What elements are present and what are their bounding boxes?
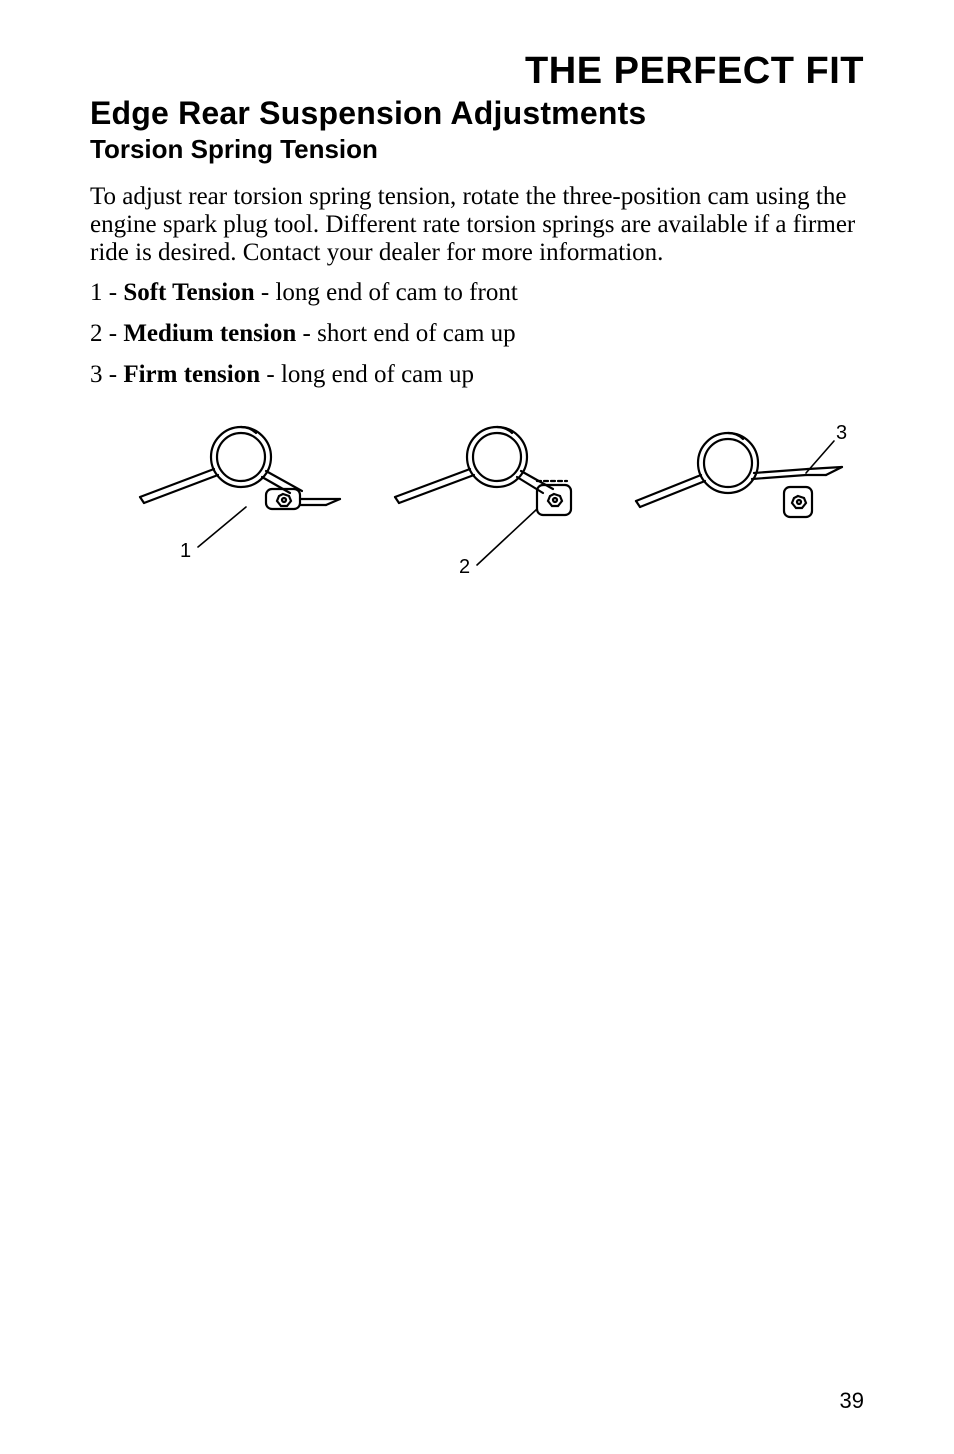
item-label: Medium tension	[123, 320, 296, 347]
figure-label-3: 3	[836, 422, 847, 444]
page-number: 39	[840, 1388, 864, 1414]
item-number: 2	[90, 320, 103, 347]
section-title: Edge Rear Suspension Adjustments	[90, 95, 864, 132]
item-number: 1	[90, 279, 103, 306]
item-desc: long end of cam up	[281, 361, 474, 388]
figure-label-2: 2	[459, 556, 470, 577]
tension-item-1: 1 - Soft Tension - long end of cam to fr…	[90, 279, 864, 308]
figure-medium-tension: 2	[377, 417, 607, 577]
figure-firm-tension: 3	[628, 417, 858, 567]
figure-soft-tension: 1	[126, 417, 356, 567]
tension-item-2: 2 - Medium tension - short end of cam up	[90, 320, 864, 349]
item-desc: long end of cam to front	[275, 279, 517, 306]
item-desc: short end of cam up	[317, 320, 516, 347]
tension-item-3: 3 - Firm tension - long end of cam up	[90, 361, 864, 390]
item-number: 3	[90, 361, 103, 388]
figure-row: 1	[90, 417, 864, 577]
figure-label-1: 1	[180, 540, 191, 562]
item-label: Firm tension	[123, 361, 260, 388]
chapter-title: THE PERFECT FIT	[90, 50, 864, 93]
body-paragraph: To adjust rear torsion spring tension, r…	[90, 183, 864, 267]
item-label: Soft Tension	[123, 279, 254, 306]
subsection-title: Torsion Spring Tension	[90, 134, 864, 165]
